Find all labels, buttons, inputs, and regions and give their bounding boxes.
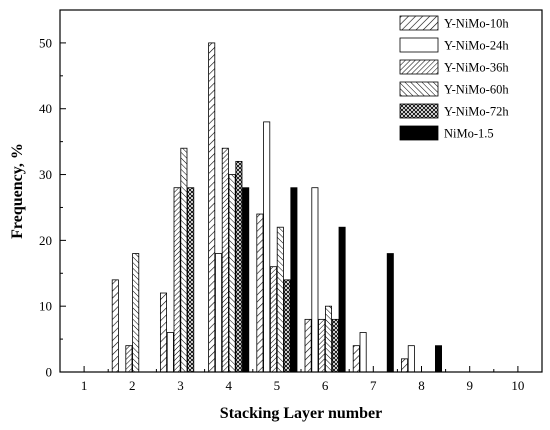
bar: [221, 147, 229, 373]
bar: [214, 253, 222, 373]
bar: [125, 345, 133, 373]
bar: [208, 42, 216, 373]
bar: [311, 187, 319, 373]
legend-swatch: [399, 59, 439, 75]
legend-label: NiMo-1.5: [444, 127, 494, 141]
ticks-layer: 1 2 3 4 5 6 7 8 9 10 0 10 20 30 40 50: [39, 35, 524, 393]
x-tick-label: 9: [466, 378, 473, 393]
bar: [386, 253, 394, 373]
legend-label: Y-NiMo-24h: [444, 39, 509, 53]
bar: [256, 213, 264, 373]
bar: [235, 160, 243, 373]
bar: [290, 187, 298, 373]
legend-swatch: [399, 37, 439, 53]
bar: [159, 292, 167, 373]
y-tick-label: 10: [39, 299, 52, 314]
bar: [228, 174, 236, 373]
bar: [400, 358, 408, 373]
x-tick-label: 8: [418, 378, 425, 393]
x-tick-label: 5: [274, 378, 281, 393]
bar: [111, 279, 119, 373]
bar: [331, 318, 339, 373]
x-tick-label: 1: [81, 378, 88, 393]
legend: Y-NiMo-10h Y-NiMo-24h Y-NiMo-36h Y-NiMo-60h…: [399, 15, 509, 141]
y-tick-label: 20: [39, 233, 52, 248]
legend-label: Y-NiMo-60h: [444, 83, 509, 97]
bars-layer: [111, 42, 442, 373]
legend-swatch: [399, 103, 439, 119]
bar: [324, 305, 332, 373]
x-tick-label: 2: [129, 378, 136, 393]
y-axis-title: Frequency, %: [9, 143, 26, 239]
y-tick-label: 50: [39, 35, 52, 50]
bar: [180, 147, 188, 373]
bar: [276, 226, 284, 373]
x-tick-label: 10: [511, 378, 524, 393]
x-axis-title: Stacking Layer number: [220, 405, 382, 422]
bar: [434, 345, 442, 373]
legend-swatch: [399, 125, 439, 141]
bar: [173, 187, 181, 373]
legend-label: Y-NiMo-72h: [444, 105, 509, 119]
legend-swatch: [399, 15, 439, 31]
legend-swatch: [399, 81, 439, 97]
bar: [318, 318, 326, 373]
bar: [338, 226, 346, 373]
y-tick-label: 30: [39, 167, 52, 182]
bar: [407, 345, 415, 373]
legend-label: Y-NiMo-36h: [444, 61, 509, 75]
bar: [283, 279, 291, 373]
bar: [263, 121, 271, 373]
bar: [242, 187, 250, 373]
bar: [352, 345, 360, 373]
y-tick-label: 40: [39, 101, 52, 116]
bar: [166, 332, 174, 373]
legend-label: Y-NiMo-10h: [444, 17, 509, 31]
bar: [132, 253, 140, 373]
x-tick-label: 3: [177, 378, 184, 393]
bar: [304, 318, 312, 373]
bar: [187, 187, 195, 373]
x-tick-label: 4: [225, 378, 232, 393]
y-tick-label: 0: [46, 365, 53, 380]
bar: [359, 332, 367, 373]
x-tick-label: 7: [370, 378, 377, 393]
x-tick-label: 6: [322, 378, 329, 393]
bar: [269, 266, 277, 373]
